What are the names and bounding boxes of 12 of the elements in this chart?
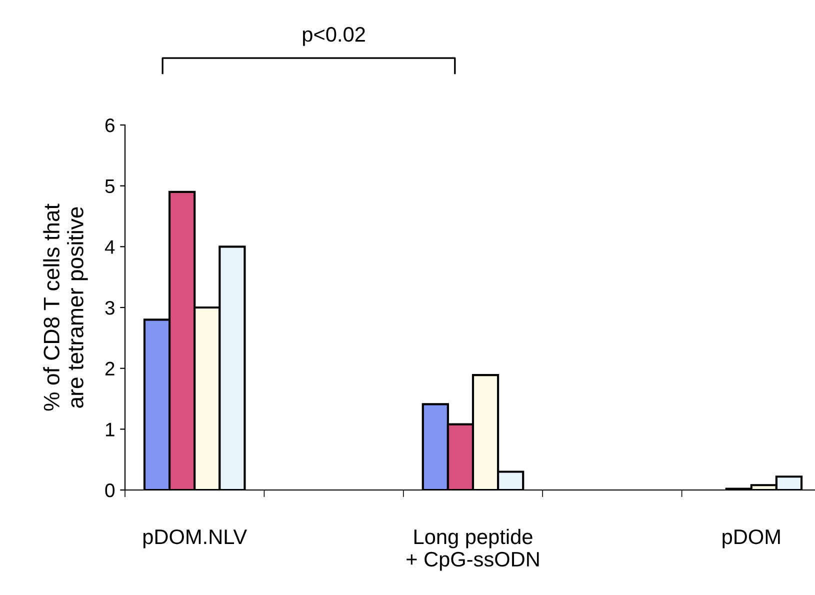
y-tick-label: 1 bbox=[106, 422, 114, 436]
y-tick-label: 4 bbox=[104, 240, 115, 254]
y-axis-title: % of CD8 T cells that are tetramer positive bbox=[43, 204, 88, 411]
x-tick-label: pDOM.NLV bbox=[143, 529, 247, 548]
text: p<0.02 bbox=[302, 27, 365, 46]
y-tick-label: 3 bbox=[105, 300, 114, 315]
x-tick-label: pDOM bbox=[722, 529, 780, 548]
y-tick-label: 0 bbox=[105, 483, 115, 498]
y-tick-label: 2 bbox=[105, 362, 114, 376]
x-tick-label: Long peptide + CpG-ssODN bbox=[406, 528, 539, 571]
y-tick-label: 6 bbox=[105, 118, 114, 132]
y-tick-label: 5 bbox=[105, 180, 114, 194]
